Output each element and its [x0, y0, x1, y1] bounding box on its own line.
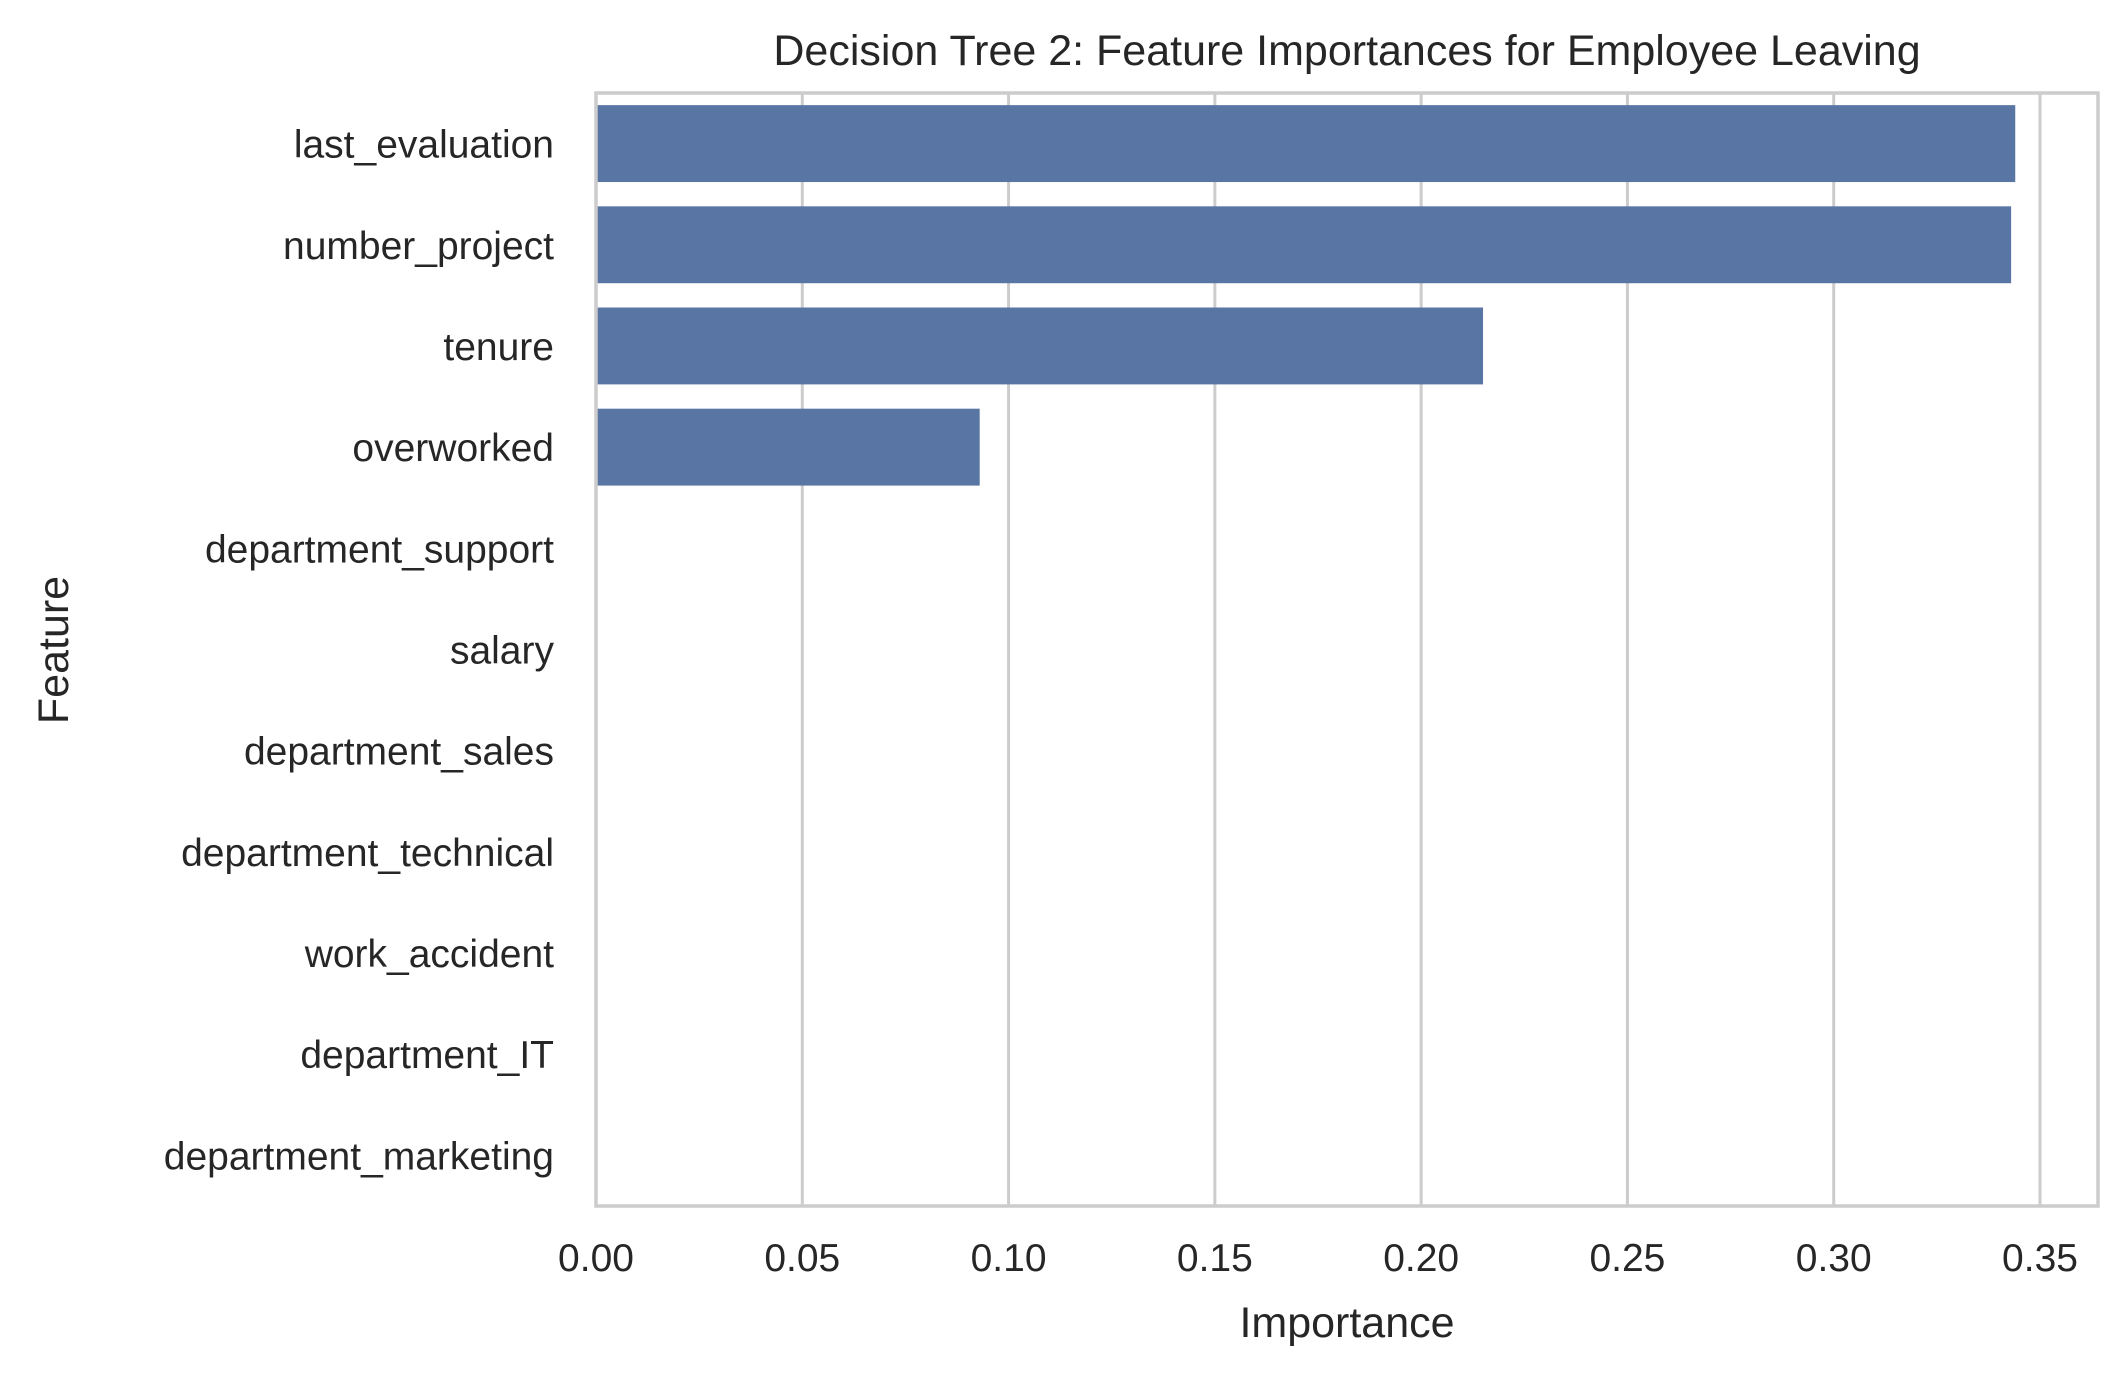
y-tick-label: tenure [443, 326, 554, 369]
bar-tenure [596, 307, 1484, 385]
x-axis-label: Importance [1239, 1299, 1454, 1347]
y-tick-label: last_evaluation [294, 124, 554, 167]
y-tick-label: department_marketing [164, 1135, 554, 1178]
y-tick-label: department_sales [244, 731, 554, 774]
x-tick-label: 0.00 [558, 1237, 634, 1280]
y-tick-label: department_technical [181, 832, 554, 875]
y-tick-label: overworked [352, 427, 554, 470]
x-tick-label: 0.15 [1177, 1237, 1253, 1280]
x-tick-label: 0.35 [2002, 1237, 2078, 1280]
x-tick-label: 0.05 [764, 1237, 840, 1280]
y-tick-label: department_IT [300, 1034, 554, 1077]
x-tick-label: 0.20 [1383, 1237, 1459, 1280]
y-tick-label: work_accident [304, 933, 554, 976]
y-axis-label: Feature [30, 576, 78, 724]
y-tick-label: department_support [205, 528, 554, 571]
bar-overworked [596, 408, 980, 486]
plot-frame [594, 91, 2100, 1208]
x-tick-labels: 0.00 0.05 0.10 0.15 0.20 0.25 0.30 0.35 [558, 1237, 2078, 1280]
bar-last-evaluation [596, 105, 2016, 183]
x-tick-label: 0.30 [1796, 1237, 1872, 1280]
x-tick-label: 0.25 [1589, 1237, 1665, 1280]
chart-title: Decision Tree 2: Feature Importances for… [773, 27, 1920, 75]
x-tick-label: 0.10 [971, 1237, 1047, 1280]
bar-number-project [596, 206, 2012, 284]
y-tick-label: number_project [283, 225, 554, 268]
bars [596, 105, 2016, 486]
y-tick-label: salary [450, 630, 555, 673]
